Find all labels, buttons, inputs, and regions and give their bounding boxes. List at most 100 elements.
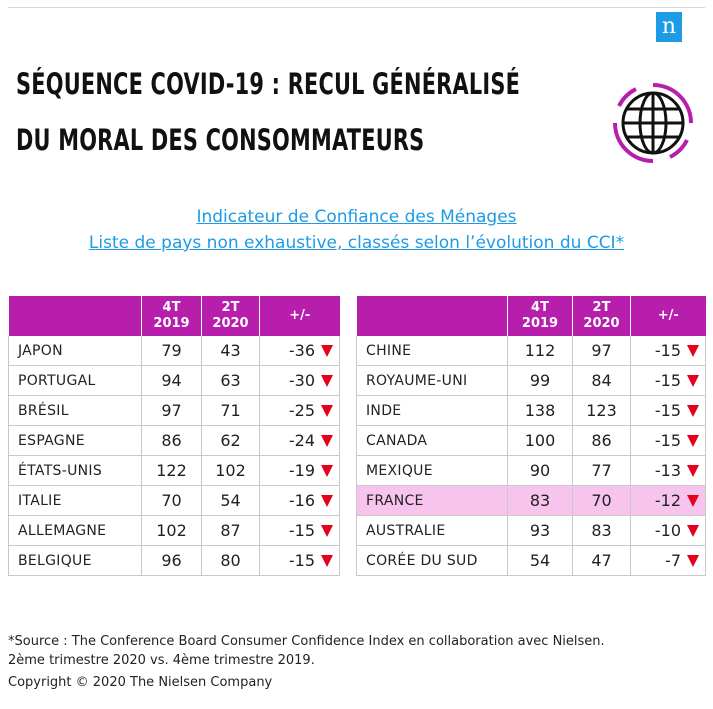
q4-2019-cell: 54 xyxy=(507,545,573,576)
table-row: PORTUGAL 94 63 -30 xyxy=(8,365,340,396)
diff-value: -24 xyxy=(288,431,315,450)
down-arrow-icon xyxy=(687,525,699,537)
table-row: ITALIE 70 54 -16 xyxy=(8,485,340,516)
cci-table-left: 4T 2019 2T 2020 +/- JAPON 79 43 -36 PORTUGAL 94… xyxy=(8,296,340,576)
title-line-2: DU MORAL DES CONSOMMATEURS xyxy=(16,123,425,157)
q2-2020-cell: 71 xyxy=(201,395,260,426)
country-cell: ITALIE xyxy=(8,485,142,516)
q2-2020-cell: 63 xyxy=(201,365,260,396)
nielsen-logo: n xyxy=(656,12,682,42)
subtitle-link-2[interactable]: Liste de pays non exhaustive, classés se… xyxy=(88,233,625,253)
footnote-line-2: 2ème trimestre 2020 vs. 4ème trimestre 2… xyxy=(8,653,315,668)
q4-2019-cell: 79 xyxy=(141,336,202,366)
country-cell: CORÉE DU SUD xyxy=(356,545,508,576)
country-cell: JAPON xyxy=(8,336,142,366)
down-arrow-icon xyxy=(687,555,699,567)
q2-2020-cell: 123 xyxy=(572,395,631,426)
table-row: CORÉE DU SUD 54 47 -7 xyxy=(356,545,706,576)
q4-2019-cell: 93 xyxy=(507,515,573,546)
down-arrow-icon xyxy=(321,465,333,477)
diff-cell: -10 xyxy=(630,515,706,546)
table-row: INDE 138 123 -15 xyxy=(356,395,706,426)
q2-2020-cell: 47 xyxy=(572,545,631,576)
header-country xyxy=(8,296,142,336)
q4-2019-cell: 100 xyxy=(507,425,573,456)
table-row: CANADA 100 86 -15 xyxy=(356,425,706,456)
q4-2019-cell: 102 xyxy=(141,515,202,546)
table-row: BRÉSIL 97 71 -25 xyxy=(8,395,340,426)
diff-value: -13 xyxy=(654,461,681,480)
cci-table-right: 4T 2019 2T 2020 +/- CHINE 112 97 -15 ROYAUME-U… xyxy=(356,296,706,576)
q2-2020-cell: 43 xyxy=(201,336,260,366)
diff-cell: -36 xyxy=(259,336,340,366)
table-row: ESPAGNE 86 62 -24 xyxy=(8,425,340,456)
down-arrow-icon xyxy=(321,555,333,567)
header-q4-2019: 4T 2019 xyxy=(141,296,202,336)
table-row: CHINE 112 97 -15 xyxy=(356,336,706,366)
top-divider xyxy=(8,7,705,8)
diff-cell: -15 xyxy=(630,336,706,366)
table-header-row: 4T 2019 2T 2020 +/- xyxy=(8,296,340,336)
q2-2020-cell: 97 xyxy=(572,336,631,366)
diff-value: -15 xyxy=(654,341,681,360)
diff-cell: -15 xyxy=(630,395,706,426)
q2-2020-cell: 84 xyxy=(572,365,631,396)
table-row: ÉTATS-UNIS 122 102 -19 xyxy=(8,455,340,486)
diff-cell: -30 xyxy=(259,365,340,396)
footnote-line-1: *Source : The Conference Board Consumer … xyxy=(8,634,605,649)
diff-value: -15 xyxy=(288,551,315,570)
q4-2019-cell: 112 xyxy=(507,336,573,366)
subtitle-link-1[interactable]: Indicateur de Confiance des Ménages xyxy=(196,207,517,227)
down-arrow-icon xyxy=(321,405,333,417)
diff-cell: -15 xyxy=(259,545,340,576)
q2-2020-cell: 87 xyxy=(201,515,260,546)
diff-value: -7 xyxy=(665,551,681,570)
down-arrow-icon xyxy=(321,525,333,537)
diff-cell: -13 xyxy=(630,455,706,486)
diff-value: -30 xyxy=(288,371,315,390)
country-cell: AUSTRALIE xyxy=(356,515,508,546)
diff-value: -15 xyxy=(654,401,681,420)
country-cell: ALLEMAGNE xyxy=(8,515,142,546)
down-arrow-icon xyxy=(687,345,699,357)
table-row: ALLEMAGNE 102 87 -15 xyxy=(8,515,340,546)
country-cell: MEXIQUE xyxy=(356,455,508,486)
table-row: FRANCE 83 70 -12 xyxy=(356,485,706,516)
diff-cell: -24 xyxy=(259,425,340,456)
header-diff: +/- xyxy=(259,296,340,336)
diff-value: -15 xyxy=(654,371,681,390)
q2-2020-cell: 70 xyxy=(572,485,631,516)
diff-cell: -16 xyxy=(259,485,340,516)
q4-2019-cell: 83 xyxy=(507,485,573,516)
q4-2019-cell: 96 xyxy=(141,545,202,576)
down-arrow-icon xyxy=(687,435,699,447)
diff-value: -19 xyxy=(288,461,315,480)
diff-value: -12 xyxy=(654,491,681,510)
header-q2-2020: 2T 2020 xyxy=(201,296,260,336)
diff-cell: -15 xyxy=(259,515,340,546)
q4-2019-cell: 94 xyxy=(141,365,202,396)
down-arrow-icon xyxy=(687,375,699,387)
table-header-row: 4T 2019 2T 2020 +/- xyxy=(356,296,706,336)
country-cell: FRANCE xyxy=(356,485,508,516)
q2-2020-cell: 62 xyxy=(201,425,260,456)
q4-2019-cell: 99 xyxy=(507,365,573,396)
down-arrow-icon xyxy=(321,375,333,387)
page-title: SÉQUENCE COVID-19 : RECUL GÉNÉRALISÉ DU … xyxy=(16,56,520,168)
header-q4-2019: 4T 2019 xyxy=(507,296,573,336)
diff-value: -25 xyxy=(288,401,315,420)
globe-icon xyxy=(613,83,693,163)
down-arrow-icon xyxy=(687,405,699,417)
q4-2019-cell: 86 xyxy=(141,425,202,456)
diff-value: -36 xyxy=(288,341,315,360)
q2-2020-cell: 102 xyxy=(201,455,260,486)
country-cell: INDE xyxy=(356,395,508,426)
table-row: JAPON 79 43 -36 xyxy=(8,336,340,366)
header-q2-2020: 2T 2020 xyxy=(572,296,631,336)
down-arrow-icon xyxy=(321,495,333,507)
copyright: Copyright © 2020 The Nielsen Company xyxy=(8,675,273,690)
diff-value: -10 xyxy=(654,521,681,540)
table-row: ROYAUME-UNI 99 84 -15 xyxy=(356,365,706,396)
country-cell: BRÉSIL xyxy=(8,395,142,426)
diff-cell: -25 xyxy=(259,395,340,426)
